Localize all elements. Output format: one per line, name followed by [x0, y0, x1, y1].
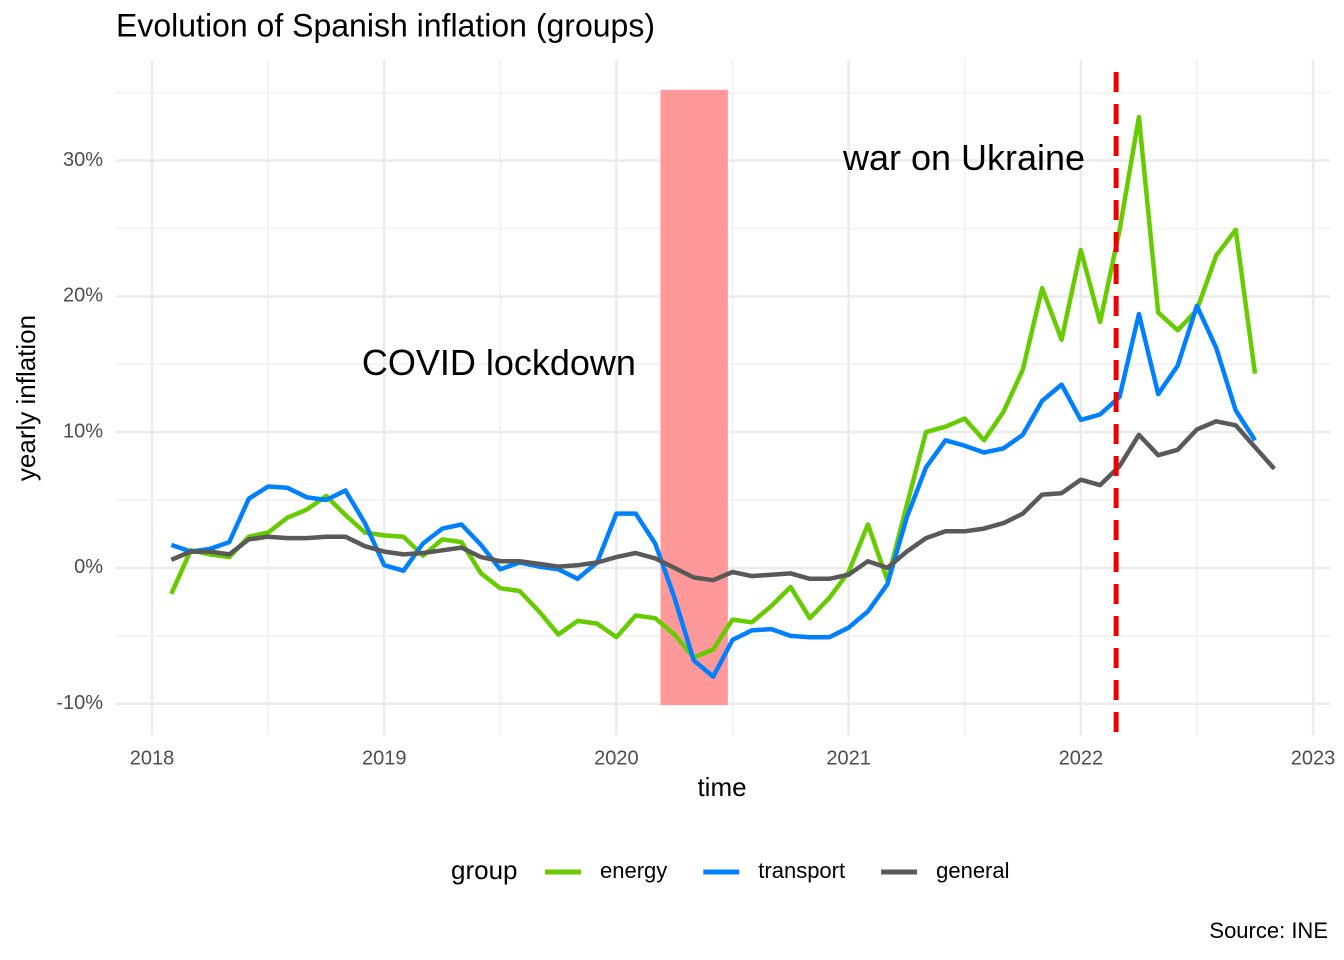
legend-label: general	[936, 858, 1009, 883]
y-tick-label: -10%	[56, 692, 103, 714]
series-line	[170, 303, 1257, 679]
legend-label: transport	[758, 858, 845, 883]
x-tick-label: 2018	[130, 747, 175, 769]
series-line	[169, 114, 1258, 660]
chart-title: Evolution of Spanish inflation (groups)	[116, 7, 655, 43]
legend-title: group	[451, 855, 518, 885]
x-tick-label: 2022	[1059, 747, 1104, 769]
y-tick-label: 0%	[74, 556, 103, 578]
annotation: war on Ukraine	[842, 137, 1085, 178]
legend-label: energy	[600, 858, 667, 883]
y-tick-label: 20%	[63, 285, 103, 307]
x-axis-title: time	[697, 772, 746, 802]
y-tick-label: 10%	[63, 420, 103, 442]
x-tick-label: 2021	[826, 747, 871, 769]
x-tick-label: 2020	[594, 747, 639, 769]
series-line	[170, 419, 1276, 583]
y-axis-title: yearly inflation	[11, 315, 41, 481]
x-tick-label: 2023	[1291, 747, 1336, 769]
y-tick-label: 30%	[63, 149, 103, 171]
x-tick-label: 2019	[362, 747, 407, 769]
annotation: COVID lockdown	[362, 342, 636, 383]
covid-shade	[660, 89, 728, 706]
caption: Source: INE	[1209, 918, 1328, 943]
